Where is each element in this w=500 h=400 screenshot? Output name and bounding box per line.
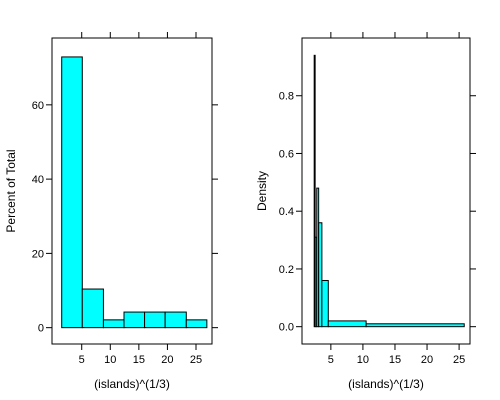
x-tick-label-1: 10 [357,354,369,366]
y-tick-label-1: 20 [32,248,44,260]
histogram-bar-6 [365,323,465,328]
y-tick-label-2: 40 [32,174,44,186]
x-tick-label-3: 20 [161,354,173,366]
histogram-bar-4 [144,311,166,329]
y-axis-label: Percent of Total [4,149,18,232]
y-tick-label-3: 0.6 [279,148,294,160]
right-density-histogram-panel: 5 10 15 20 25 0.0 0.2 0.4 0.6 0.8 (islands)^(1/3) D… [255,32,476,391]
y-tick-label-0: 0.0 [279,322,294,334]
panel-frame [301,37,471,345]
y-tick-label-2: 0.4 [279,206,294,218]
histogram-bar-0 [61,56,83,329]
histogram-bar-5 [327,320,367,328]
x-tick-label-4: 25 [453,354,465,366]
histogram-bar-1 [81,288,104,329]
x-tick-label-4: 25 [190,354,202,366]
panel-frame [51,37,213,345]
histogram-bar-3 [123,311,146,329]
x-axis-label: (islands)^(1/3) [348,377,424,391]
x-tick-label-2: 15 [133,354,145,366]
x-tick-label-0: 5 [328,354,334,366]
histogram-bar-5 [164,311,187,329]
histogram-bar-2 [102,319,125,329]
y-tick-label-0: 0 [38,323,44,335]
y-tick-label-4: 0.8 [279,91,294,103]
y-tick-label-1: 0.2 [279,264,294,276]
left-histogram-panel: 5 10 15 20 25 0 20 40 60 (islands)^(1/3) Percent o… [4,32,218,391]
histogram-bar-4 [321,279,329,328]
histogram-bar-6 [185,319,208,329]
x-tick-label-1: 10 [104,354,116,366]
x-tick-label-3: 20 [421,354,433,366]
y-axis-label: Density [255,171,269,211]
x-tick-label-2: 15 [389,354,401,366]
histogram-bar-3 [318,222,323,328]
x-axis-label: (islands)^(1/3) [94,377,170,391]
x-tick-label-0: 5 [79,354,85,366]
y-tick-label-3: 60 [32,100,44,112]
